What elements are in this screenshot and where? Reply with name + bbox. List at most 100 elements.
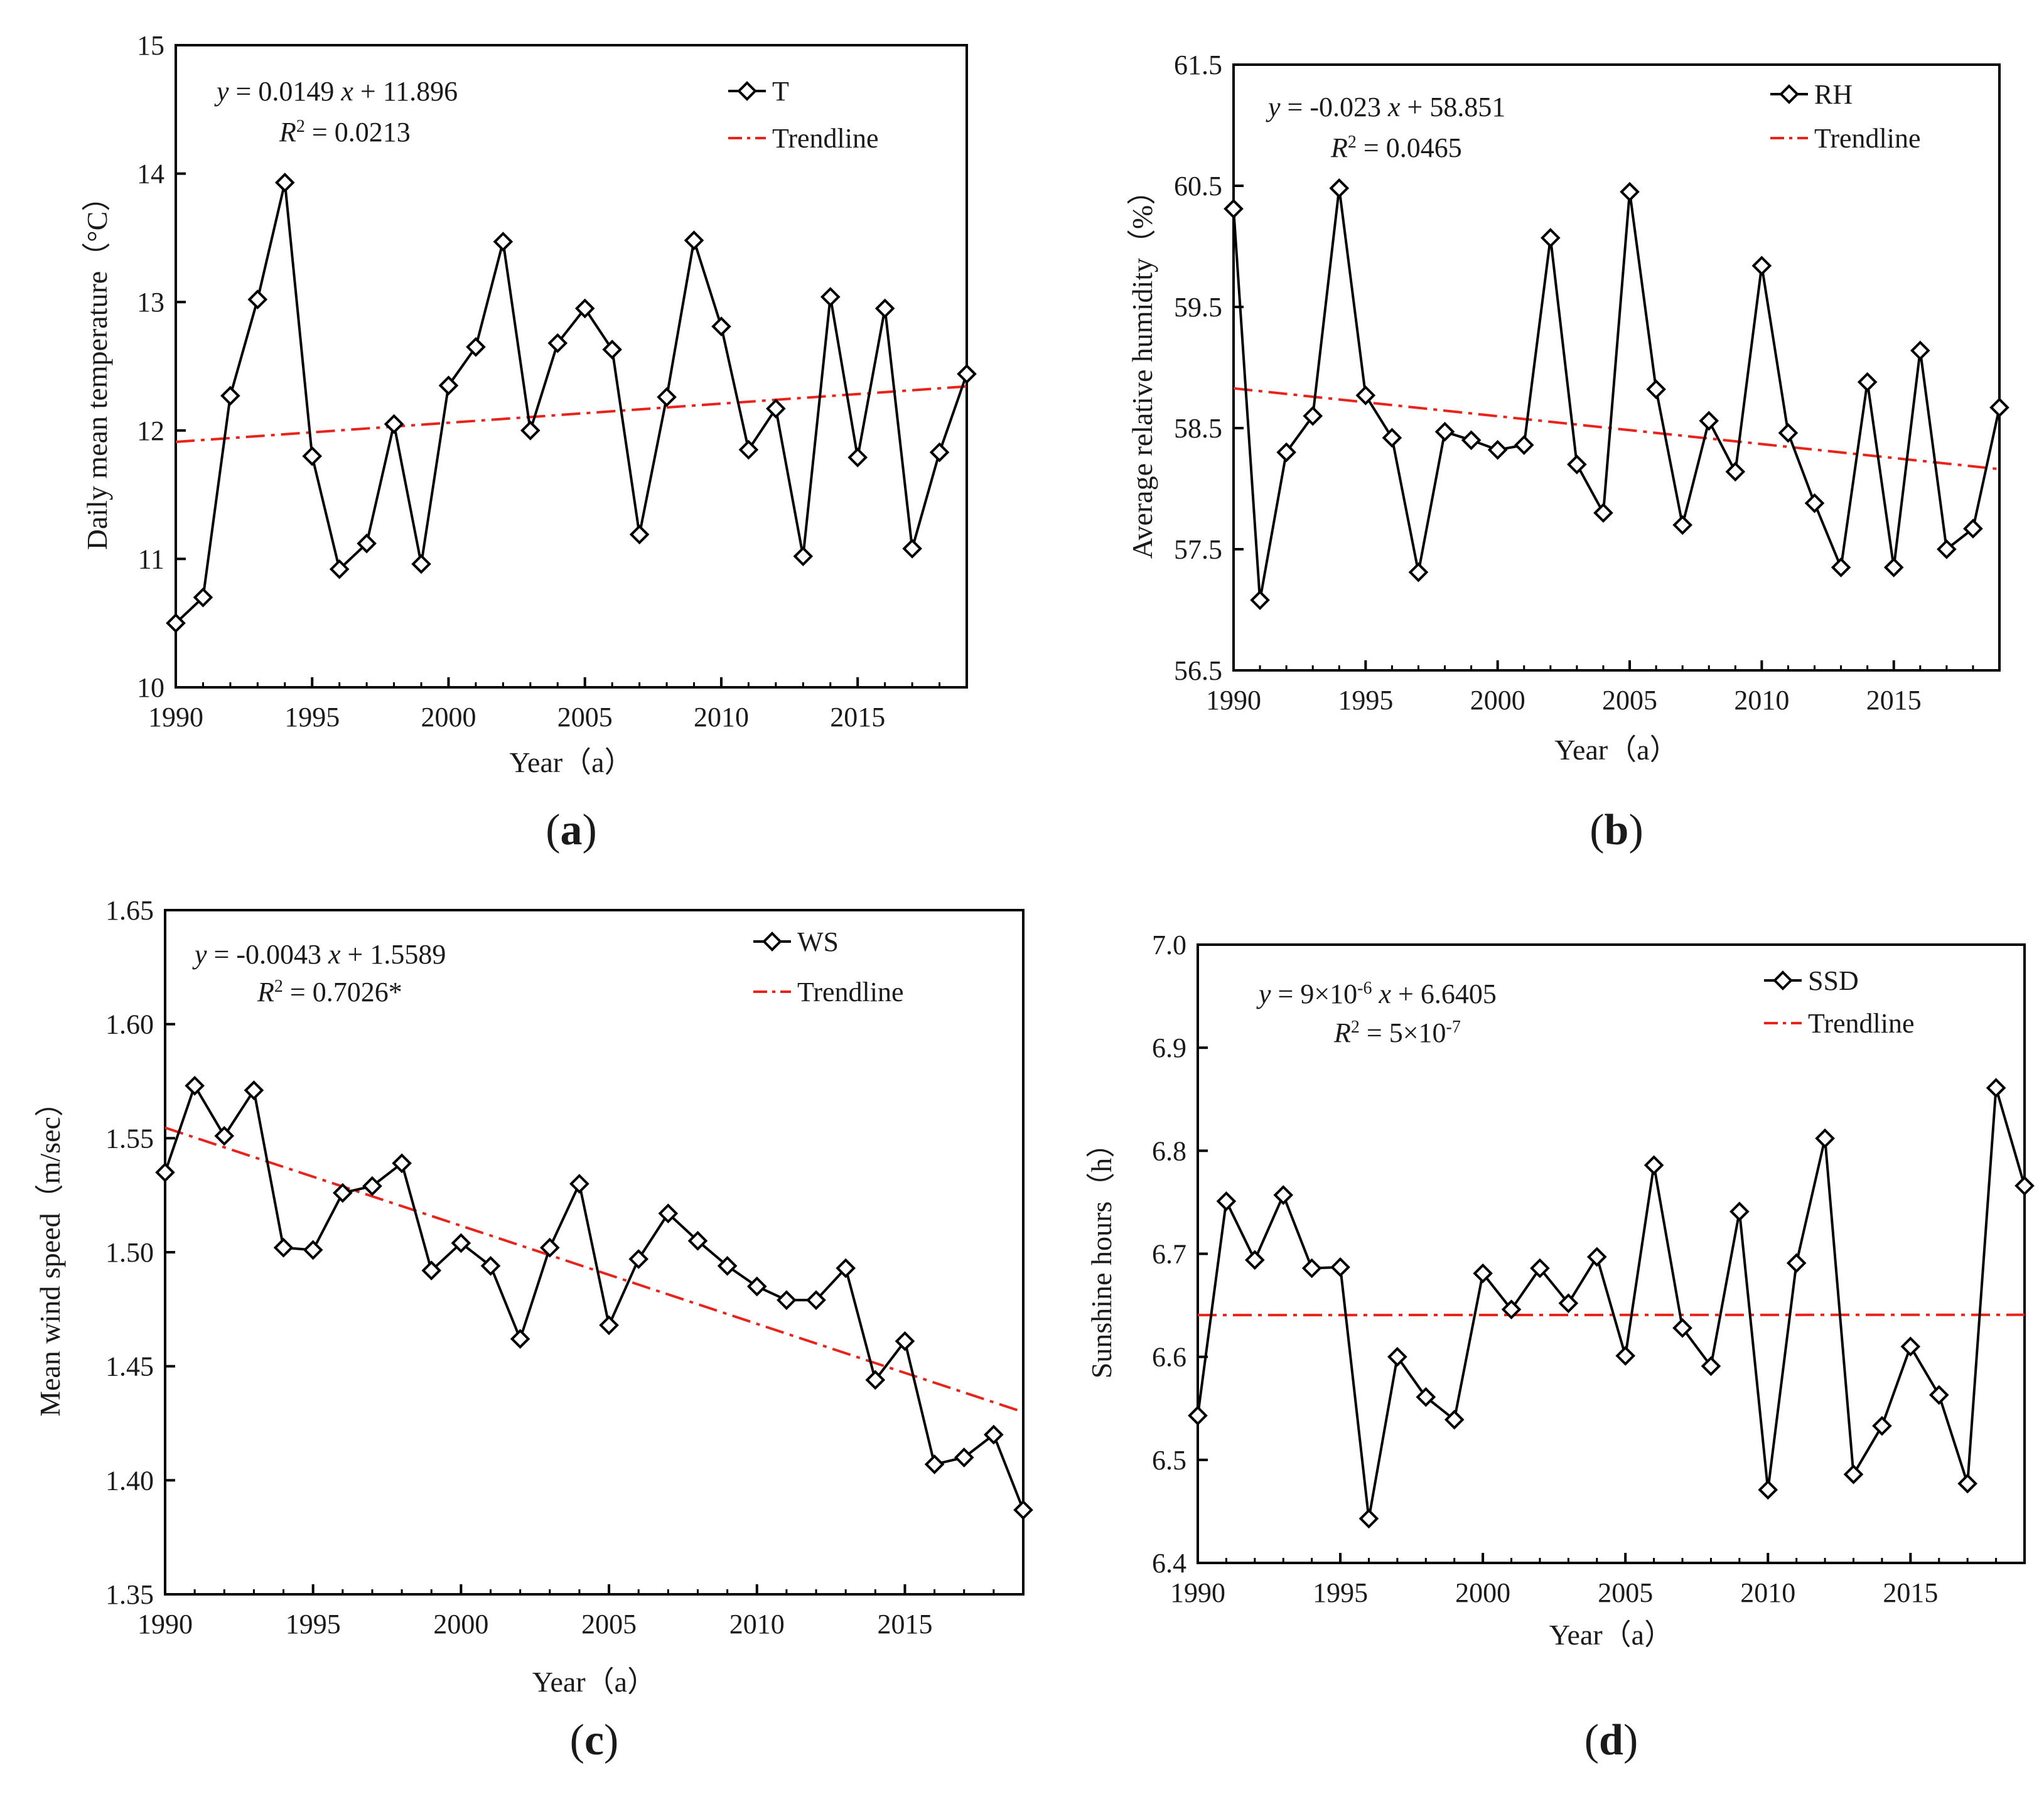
eq-slope: = -0.0043 [207,939,321,970]
y-tick-label: 59.5 [1174,292,1222,323]
data-point [2014,1176,2035,1196]
data-point [1615,1346,1636,1366]
x-tick-label: 2015 [830,702,885,733]
y-tick-label: 58.5 [1174,413,1222,444]
legend: SSD Trendline [1764,965,1915,1039]
data-point [1815,1128,1835,1149]
data-point [547,333,568,353]
data-point [1487,439,1508,460]
data-point [658,1203,679,1224]
data-point [777,1290,797,1311]
data-point [1540,228,1561,248]
r2-value-exponent: -7 [1446,1017,1461,1037]
legend-trend-label: Trendline [1808,1008,1915,1039]
data-point [480,1255,501,1276]
data-point [1530,1258,1550,1279]
data-point [924,1454,945,1474]
series-line [1232,188,2001,601]
legend-series-label: SSD [1808,965,1859,996]
data-point [466,336,486,357]
eq-slope: = 0.0149 [229,76,335,107]
data-point [984,1424,1004,1445]
legend-trend-label: Trendline [772,123,879,154]
series-line [164,1083,1025,1511]
data-point [738,439,759,460]
data-point [820,287,841,307]
data-point [1273,1185,1294,1205]
trendline [175,385,967,444]
data-point [1501,1299,1522,1319]
x-tick-label: 2010 [1734,685,1789,716]
data-point [874,298,895,319]
legend-series-marker [737,81,757,101]
y-tick-label: 1.60 [105,1009,154,1040]
data-point [1883,557,1904,577]
data-point [1434,421,1455,442]
x-tick-label: 2015 [1866,685,1922,716]
data-point [1672,515,1693,535]
y-tick-label: 1.45 [105,1351,154,1382]
legend: RH Trendline [1770,79,1921,154]
data-point [1188,1405,1208,1426]
data-point [836,1258,856,1279]
panel-label: (c) [570,1716,619,1764]
y-axis-title: Daily mean temperature（°C） [81,183,113,550]
data-point [539,1237,560,1258]
data-point [1387,1346,1407,1367]
x-tick-label: 2015 [877,1609,932,1640]
x-tick-label: 1990 [1206,685,1261,716]
data-point [214,1125,235,1146]
data-point [1699,411,1719,431]
y-tick-label: 6.8 [1152,1135,1186,1166]
trendline [164,1126,1024,1414]
y-tick-label: 61.5 [1174,50,1222,80]
data-point [155,1162,175,1183]
data-point [1963,518,1983,539]
data-point [1382,427,1402,448]
series-line [1197,1087,2026,1519]
r2-exponent: 2 [1348,132,1357,152]
legend-trend-label: Trendline [1814,123,1921,154]
panel-label-close: ) [604,1716,618,1764]
regression-equation: y = 9×10-6 x + 6.6405 [1256,979,1497,1010]
data-point [902,539,922,559]
data-point [1514,435,1534,455]
data-point [1872,1415,1892,1436]
panel-label-letter: d [1599,1716,1623,1764]
y-tick-label: 14 [137,159,164,190]
data-point [1013,1500,1033,1520]
legend-series-marker [1779,84,1799,104]
panel-label: (a) [546,806,597,854]
data-point [384,414,404,434]
eq-x: x [328,939,341,970]
x-tick-label: 1995 [1313,1577,1368,1608]
y-tick-label: 15 [137,30,164,61]
legend-trend-label: Trendline [797,977,904,1007]
x-tick-label: 2010 [694,702,749,733]
x-tick-label: 2005 [1602,685,1657,716]
x-tick-label: 2000 [421,702,476,733]
eq-intercept: + 11.896 [353,76,458,107]
panel-label: (d) [1584,1716,1638,1764]
data-point [302,446,323,466]
data-point [687,1231,708,1251]
eq-space [1381,92,1388,122]
y-tick-label: 12 [137,416,164,446]
regression-equation: y = -0.023 x + 58.851 [1266,92,1505,122]
data-point [806,1290,826,1311]
data-point [1900,1336,1921,1357]
eq-intercept: + 58.851 [1401,92,1506,122]
x-tick-label: 2005 [581,1609,637,1640]
y-tick-label: 6.5 [1152,1445,1186,1476]
x-axis-title: Year（a） [1549,1619,1673,1651]
eq-y: y [214,76,229,107]
data-point [1758,1479,1778,1500]
r2-letter: R [279,117,296,148]
data-point [766,399,786,419]
eq-exponent: -6 [1357,979,1372,998]
eq-y: y [192,939,207,970]
data-point [957,363,977,384]
data-point [847,447,868,468]
regression-equation: y = 0.0149 x + 11.896 [214,76,458,107]
